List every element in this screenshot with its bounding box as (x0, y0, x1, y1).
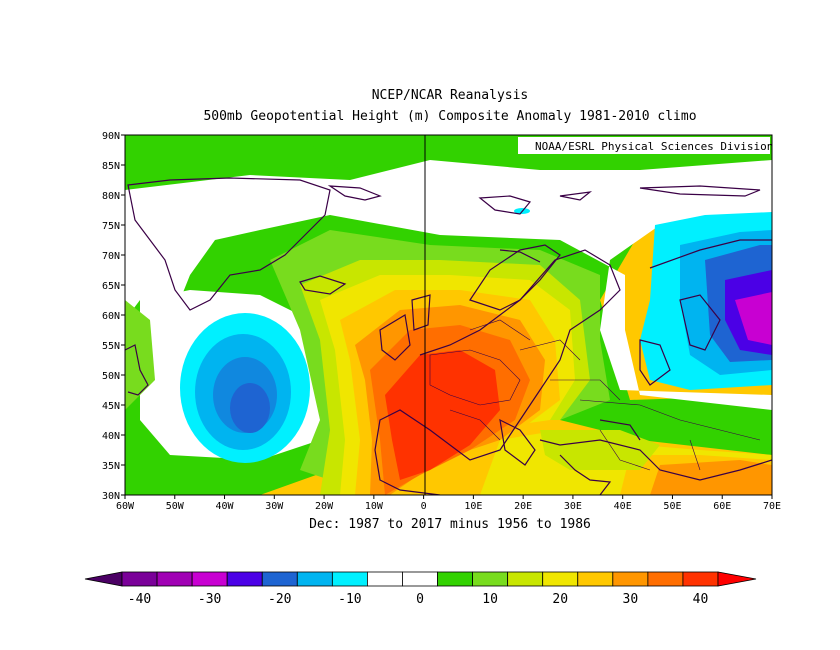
colorbar-label: -40 (128, 592, 151, 607)
lon-tick-label: 50W (166, 501, 185, 512)
colorbar-swatch (402, 571, 438, 587)
lon-tick-label: 60W (116, 501, 135, 512)
title-line-1: NCEP/NCAR Reanalysis (371, 88, 529, 103)
lon-tick-label: 10W (365, 501, 384, 512)
colorbar-swatch (612, 571, 649, 587)
lat-tick-label: 55N (102, 341, 120, 352)
colorbar-swatch (367, 571, 403, 587)
lon-tick-label: 20W (315, 501, 334, 512)
lat-axis: 90N 85N 80N 75N 70N 65N 60N 55N 50N 45N 40N 35N 30N (102, 131, 125, 502)
lon-tick-label: 30W (265, 501, 284, 512)
lon-tick-label: 40W (216, 501, 235, 512)
lat-tick-label: 60N (102, 311, 120, 322)
colorbar-swatch (331, 571, 368, 587)
colorbar-label: -10 (338, 592, 361, 607)
lon-tick-label: 20E (514, 501, 532, 512)
lat-tick-label: 85N (102, 161, 120, 172)
lat-tick-label: 80N (102, 191, 120, 202)
lat-tick-label: 35N (102, 461, 120, 472)
colorbar-swatch (437, 571, 473, 587)
colorbar-swatch (577, 571, 614, 587)
colorbar-swatch (542, 571, 579, 587)
lon-tick-label: 70E (763, 501, 781, 512)
lon-tick-label: 30E (564, 501, 582, 512)
lon-tick-label: 50E (663, 501, 681, 512)
lat-tick-label: 70N (102, 251, 120, 262)
credit-box (518, 137, 770, 154)
colorbar-label: 40 (693, 592, 709, 607)
colorbar-swatch (682, 571, 719, 587)
colorbar-swatch (507, 571, 544, 587)
colorbar-label: -30 (198, 592, 221, 607)
colorbar-swatch (191, 571, 228, 587)
colorbar-swatch (121, 571, 158, 587)
lon-tick-label: 0 (421, 501, 427, 512)
colorbar-label: 30 (623, 592, 639, 607)
colorbar-high-arrow (717, 571, 757, 587)
colorbar-low-arrow (84, 571, 123, 587)
colorbar-swatch (226, 571, 263, 587)
colorbar-label: 10 (482, 592, 498, 607)
credit-text: NOAA/ESRL Physical Sciences Division (535, 140, 773, 153)
colorbar-label: 0 (416, 592, 424, 607)
colorbar-label: -20 (268, 592, 291, 607)
lat-tick-label: 50N (102, 371, 120, 382)
lat-tick-label: 75N (102, 221, 120, 232)
lat-tick-label: 30N (102, 491, 120, 502)
lat-tick-label: 90N (102, 131, 120, 142)
colorbar-swatch (472, 571, 509, 587)
colorbar-swatch (647, 571, 684, 587)
colorbar-swatch (156, 571, 193, 587)
colorbar-swatch (261, 571, 298, 587)
colorbar-swatch (296, 571, 333, 587)
lat-tick-label: 65N (102, 281, 120, 292)
title-line-2: 500mb Geopotential Height (m) Composite … (203, 109, 697, 124)
colorbar: -40 -30 -20 -10 0 10 20 30 40 (84, 571, 757, 607)
anomaly-contours (125, 135, 772, 495)
period-subtitle: Dec: 1987 to 2017 minus 1956 to 1986 (309, 517, 591, 532)
lon-tick-label: 40E (614, 501, 632, 512)
lon-tick-label: 10E (464, 501, 482, 512)
colorbar-label: 20 (552, 592, 568, 607)
lat-tick-label: 45N (102, 401, 120, 412)
lat-tick-label: 40N (102, 431, 120, 442)
lon-axis: 60W 50W 40W 30W 20W 10W 0 10E 20E 30E 40E 50E 60E 70E (116, 495, 781, 512)
lon-tick-label: 60E (713, 501, 731, 512)
